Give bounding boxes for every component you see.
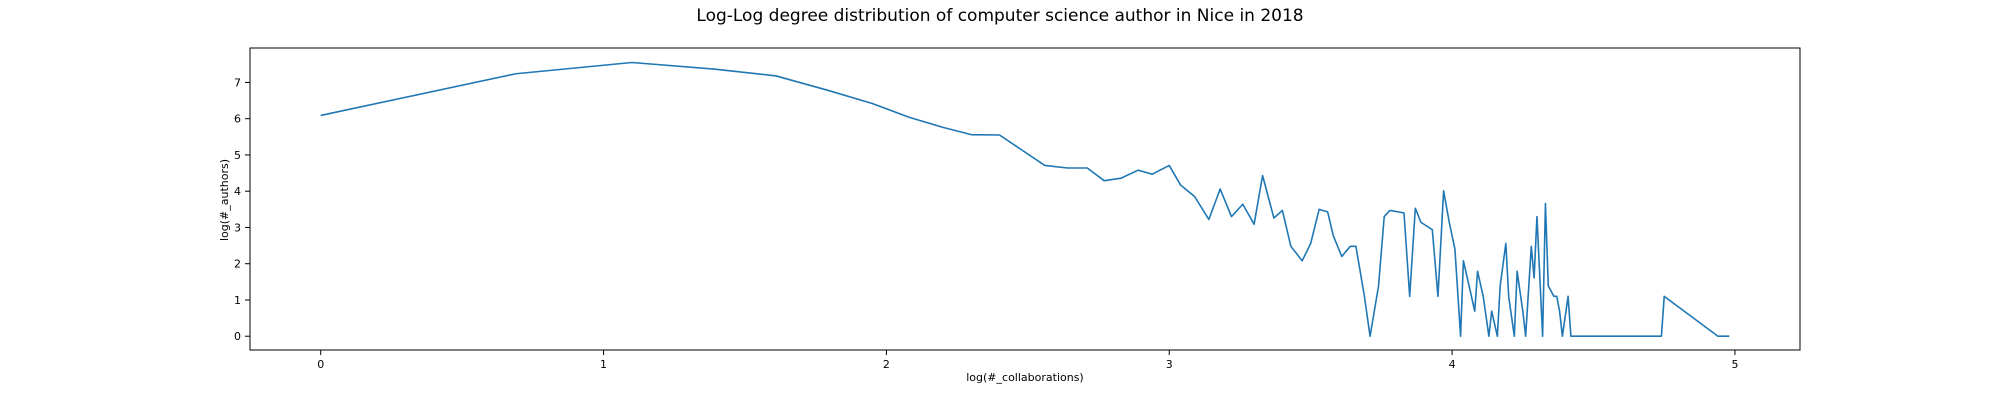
y-tick-label: 5	[234, 149, 241, 162]
x-axis: 0 1 2 3 4 5	[317, 350, 1738, 371]
y-tick-label: 3	[234, 221, 241, 234]
plot-area	[320, 61, 1730, 338]
y-axis-label: log(#_authors)	[218, 159, 231, 241]
x-tick-label: 2	[883, 358, 890, 371]
y-tick-label: 6	[234, 113, 241, 126]
y-tick-label: 7	[234, 76, 241, 89]
x-tick-label: 1	[600, 358, 607, 371]
x-tick-label: 5	[1731, 358, 1738, 371]
chart-title: Log-Log degree distribution of computer …	[696, 6, 1303, 26]
y-tick-label: 4	[234, 185, 241, 198]
plot-frame	[249, 47, 1801, 351]
series-line	[320, 61, 1730, 338]
y-tick-label: 0	[234, 330, 241, 343]
x-tick-label: 0	[317, 358, 324, 371]
y-tick-label: 1	[234, 294, 241, 307]
x-tick-label: 3	[1166, 358, 1173, 371]
x-axis-label: log(#_collaborations)	[966, 371, 1083, 384]
y-tick-label: 2	[234, 258, 241, 271]
x-tick-label: 4	[1449, 358, 1456, 371]
y-axis: 0 1 2 3 4 5 6 7	[234, 76, 250, 343]
